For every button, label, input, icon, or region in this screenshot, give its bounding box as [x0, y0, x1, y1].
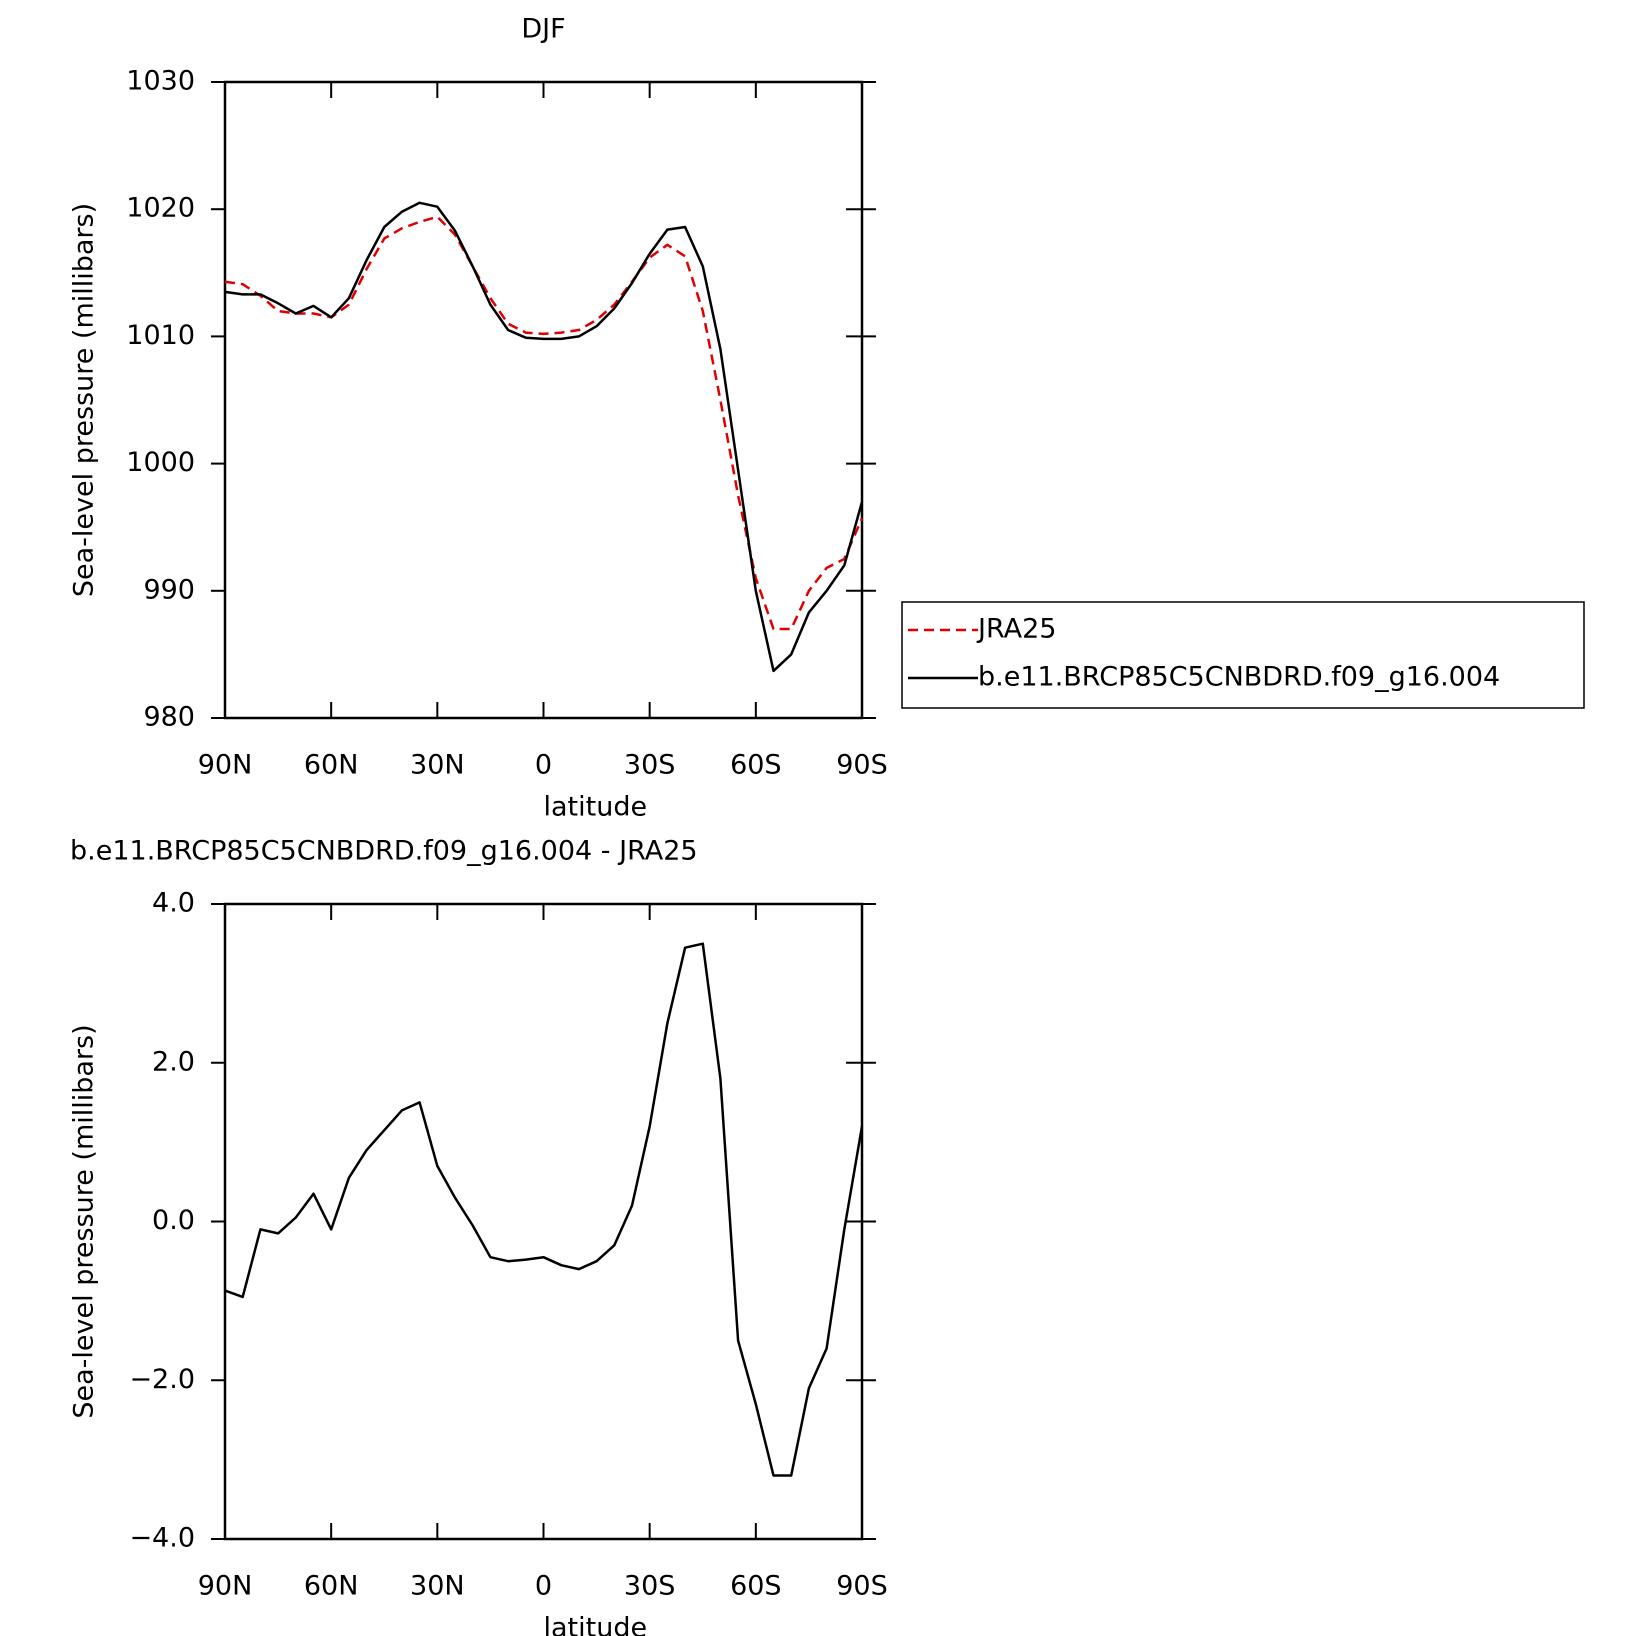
plot-frame: [223, 80, 864, 720]
x-tick-label: 60S: [730, 750, 782, 781]
x-tick-label: 30S: [624, 1571, 676, 1602]
y-tick-label: 2.0: [152, 1046, 195, 1077]
y-axis-label: Sea-level pressure (millibars): [69, 203, 100, 597]
chart-title: b.e11.BRCP85C5CNBDRD.f09_g16.004 - JRA25: [70, 836, 698, 867]
x-axis-label: latitude: [544, 792, 648, 823]
x-axis-label: latitude: [544, 1613, 648, 1636]
x-tick-label: 30N: [410, 1571, 465, 1602]
y-tick-label: 1010: [126, 320, 195, 351]
x-tick-label: 90N: [198, 1571, 253, 1602]
x-tick-label: 30S: [624, 750, 676, 781]
x-tick-label: 0: [535, 750, 552, 781]
x-tick-label: 60N: [304, 750, 359, 781]
chart-title: DJF: [521, 14, 565, 45]
y-axis-label: Sea-level pressure (millibars): [69, 1024, 100, 1418]
plot-frame: [223, 902, 864, 1541]
y-tick-label: −4.0: [129, 1523, 195, 1554]
legend-label: JRA25: [976, 614, 1056, 645]
y-tick-label: 1030: [126, 66, 195, 97]
x-tick-label: 30N: [410, 750, 465, 781]
legend-label: b.e11.BRCP85C5CNBDRD.f09_g16.004: [978, 662, 1500, 693]
legend-box: [901, 601, 1585, 709]
x-tick-label: 0: [535, 1571, 552, 1602]
y-tick-label: 990: [143, 574, 195, 605]
y-tick-label: 1000: [126, 447, 195, 478]
series-line: [224, 942, 864, 1477]
x-tick-label: 90S: [836, 750, 888, 781]
y-tick-label: 980: [143, 702, 195, 733]
series-line: [224, 215, 864, 631]
y-tick-label: 4.0: [152, 888, 195, 919]
y-tick-label: 1020: [126, 193, 195, 224]
y-tick-label: 0.0: [152, 1205, 195, 1236]
x-tick-label: 60N: [304, 1571, 359, 1602]
x-tick-label: 60S: [730, 1571, 782, 1602]
y-tick-label: −2.0: [129, 1364, 195, 1395]
x-tick-label: 90N: [198, 750, 253, 781]
series-line: [224, 201, 864, 673]
x-tick-label: 90S: [836, 1571, 888, 1602]
